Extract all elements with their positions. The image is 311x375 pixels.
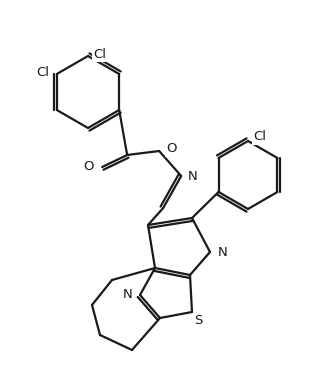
Text: N: N	[188, 170, 198, 183]
Text: N: N	[122, 288, 132, 300]
Text: S: S	[194, 314, 202, 327]
Text: O: O	[166, 142, 177, 156]
Text: N: N	[218, 246, 228, 258]
Text: Cl: Cl	[36, 66, 49, 78]
Text: Cl: Cl	[253, 130, 266, 144]
Text: O: O	[84, 160, 94, 174]
Text: Cl: Cl	[93, 48, 106, 60]
